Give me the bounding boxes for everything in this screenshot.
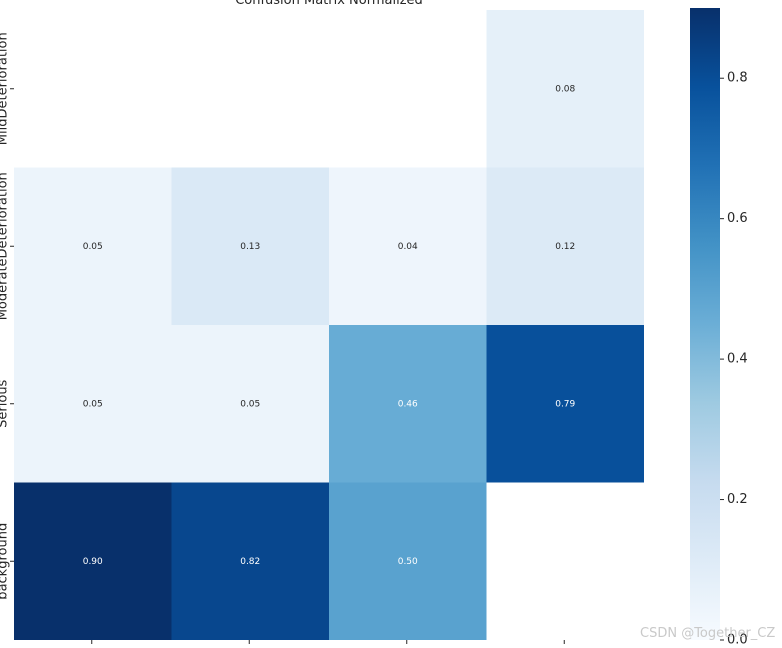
cell-value-r1-c3: 0.12 — [555, 242, 575, 252]
cell-value-r2-c3: 0.79 — [555, 399, 575, 409]
row-labels: MildDeterioration ModerateDeterioration Se… — [0, 32, 14, 600]
heatmap-cell-r3-c0 — [14, 482, 172, 640]
cell-value-r3-c0: 0.90 — [83, 557, 103, 567]
row-label-3: background — [0, 523, 11, 600]
heatmap-cell-r1-c3 — [486, 167, 644, 325]
cell-value-r1-c2: 0.04 — [398, 242, 418, 252]
cell-value-r1-c0: 0.05 — [83, 242, 103, 252]
cell-value-r3-c2: 0.50 — [398, 557, 418, 567]
colorbar-tick-label-0: 0.0 — [727, 633, 748, 648]
heatmap-cell-r3-c1 — [171, 482, 329, 640]
heatmap-cell-r1-c2 — [329, 167, 487, 325]
heatmap-cell-r2-c0 — [14, 325, 172, 483]
watermark: CSDN @Together_CZ — [640, 626, 776, 641]
colorbar-tick-label-4: 0.8 — [727, 71, 748, 86]
chart-title: Confusion Matrix Normalized — [235, 0, 423, 8]
colorbar-ticks: 0.0 0.2 0.4 0.6 0.8 — [720, 71, 748, 648]
heatmap-cell-r1-c0 — [14, 167, 172, 325]
heatmap-cell-r1-c1 — [171, 167, 329, 325]
cell-value-r2-c0: 0.05 — [83, 399, 103, 409]
heatmap-cell-r2-c3 — [486, 325, 644, 483]
colorbar — [690, 8, 720, 640]
row-label-1: ModerateDeterioration — [0, 172, 11, 320]
colorbar-tick-label-1: 0.2 — [727, 492, 748, 507]
cell-value-r2-c2: 0.46 — [398, 399, 418, 409]
heatmap-cell-r2-c1 — [171, 325, 329, 483]
cell-value-r2-c1: 0.05 — [240, 399, 260, 409]
x-ticks — [91, 640, 565, 644]
colorbar-tick-label-2: 0.4 — [727, 352, 748, 367]
row-label-0: MildDeterioration — [0, 32, 11, 145]
cell-value-r1-c1: 0.13 — [240, 242, 260, 252]
heatmap-cell-r2-c2 — [329, 325, 487, 483]
heatmap-cells: 0.08 0.05 0.13 0.04 0.12 0.05 0.05 0.46 0.79 0.90… — [14, 10, 644, 640]
row-label-2: Serious — [0, 379, 11, 427]
heatmap-cell-r3-c2 — [329, 482, 487, 640]
cell-value-r3-c1: 0.82 — [240, 557, 260, 567]
cell-value-r0-c3: 0.08 — [555, 84, 575, 94]
heatmap-cell-r0-c3 — [486, 10, 644, 168]
colorbar-tick-label-3: 0.6 — [727, 211, 748, 226]
